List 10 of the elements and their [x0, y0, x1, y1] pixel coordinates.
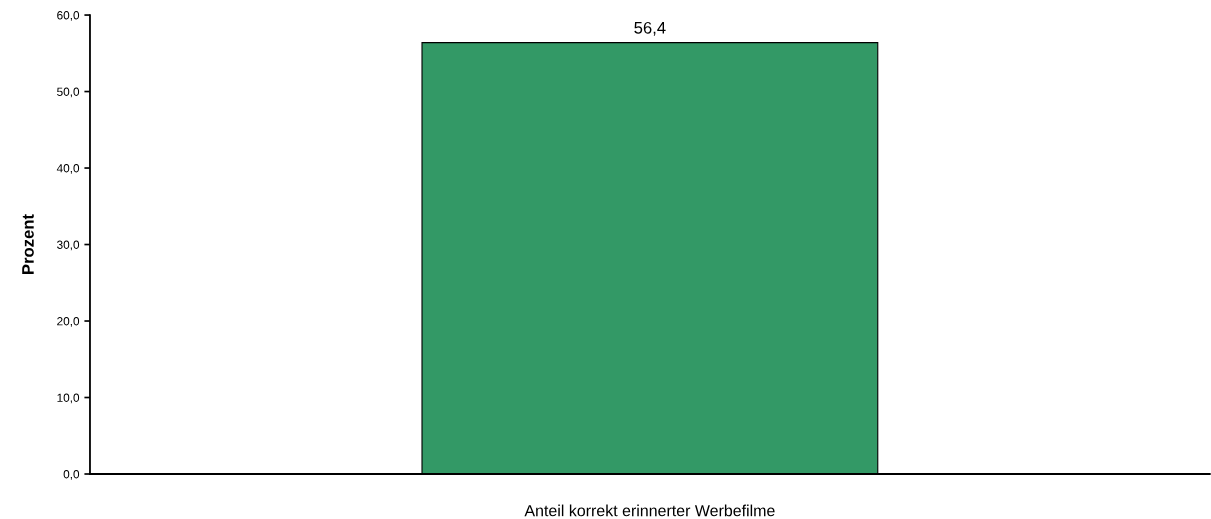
y-tick-label: 50,0 [57, 87, 80, 98]
data-label: 56,4 [634, 21, 666, 36]
y-tick-label: 40,0 [56, 164, 80, 174]
y-axis-title: Prozent [22, 214, 34, 274]
y-tick-label: 60,0 [57, 11, 80, 21]
x-tick-label: Anteil korrekt erinnerter Werbefilme [524, 504, 775, 517]
y-tick-label: 10,0 [57, 393, 80, 404]
y-tick-label: 0,0 [63, 470, 80, 480]
y-tick-label: 20,0 [57, 317, 80, 327]
y-tick-label: 30,0 [57, 240, 80, 251]
